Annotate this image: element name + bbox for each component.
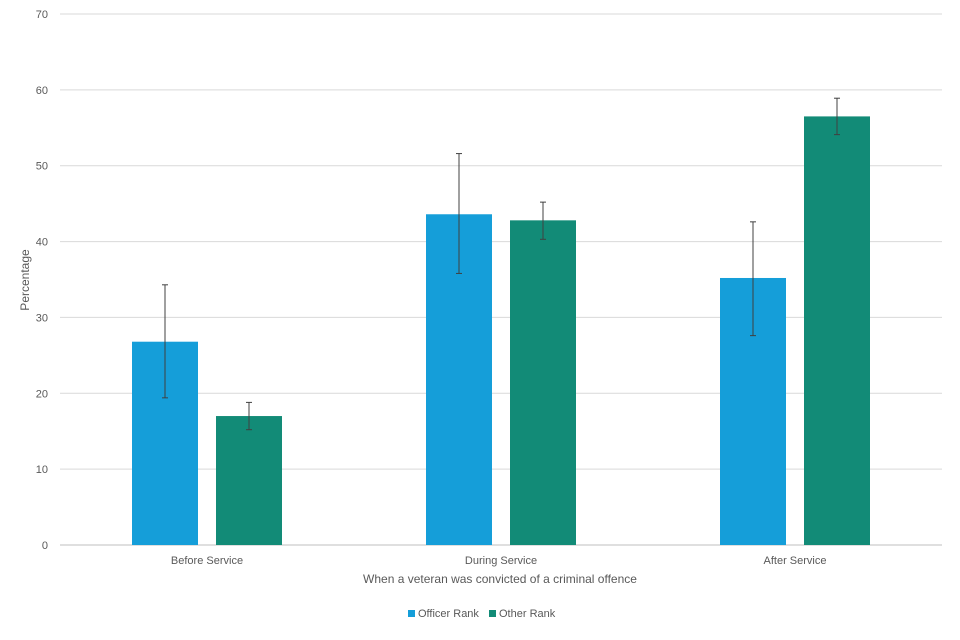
y-axis-tick-labels: 0 10 20 30 40 50 60 70: [36, 9, 48, 552]
legend: Officer Rank Other Rank: [408, 608, 556, 620]
y-tick-label: 70: [36, 9, 48, 21]
y-tick-label: 0: [42, 540, 48, 552]
gridlines: [60, 13, 942, 546]
bar-other-rank: [804, 116, 870, 546]
x-tick-label: During Service: [465, 555, 537, 567]
x-axis-title: When a veteran was convicted of a crimin…: [363, 572, 637, 586]
bar-other-rank: [510, 220, 576, 545]
legend-label: Officer Rank: [418, 608, 479, 620]
y-axis-title: Percentage: [18, 249, 32, 311]
y-tick-label: 40: [36, 237, 48, 249]
y-tick-label: 30: [36, 312, 48, 324]
x-tick-label: After Service: [764, 555, 827, 567]
legend-label: Other Rank: [499, 608, 556, 620]
legend-swatch-other-rank: [489, 610, 496, 617]
x-axis-tick-labels: Before Service During Service After Servic…: [171, 555, 827, 567]
legend-swatch-officer-rank: [408, 610, 415, 617]
bars: [132, 116, 870, 546]
y-tick-label: 60: [36, 85, 48, 97]
bar-other-rank: [216, 416, 282, 545]
y-tick-label: 50: [36, 161, 48, 173]
error-bars: [162, 97, 840, 431]
x-tick-label: Before Service: [171, 555, 243, 567]
y-tick-label: 10: [36, 464, 48, 476]
y-tick-label: 20: [36, 388, 48, 400]
